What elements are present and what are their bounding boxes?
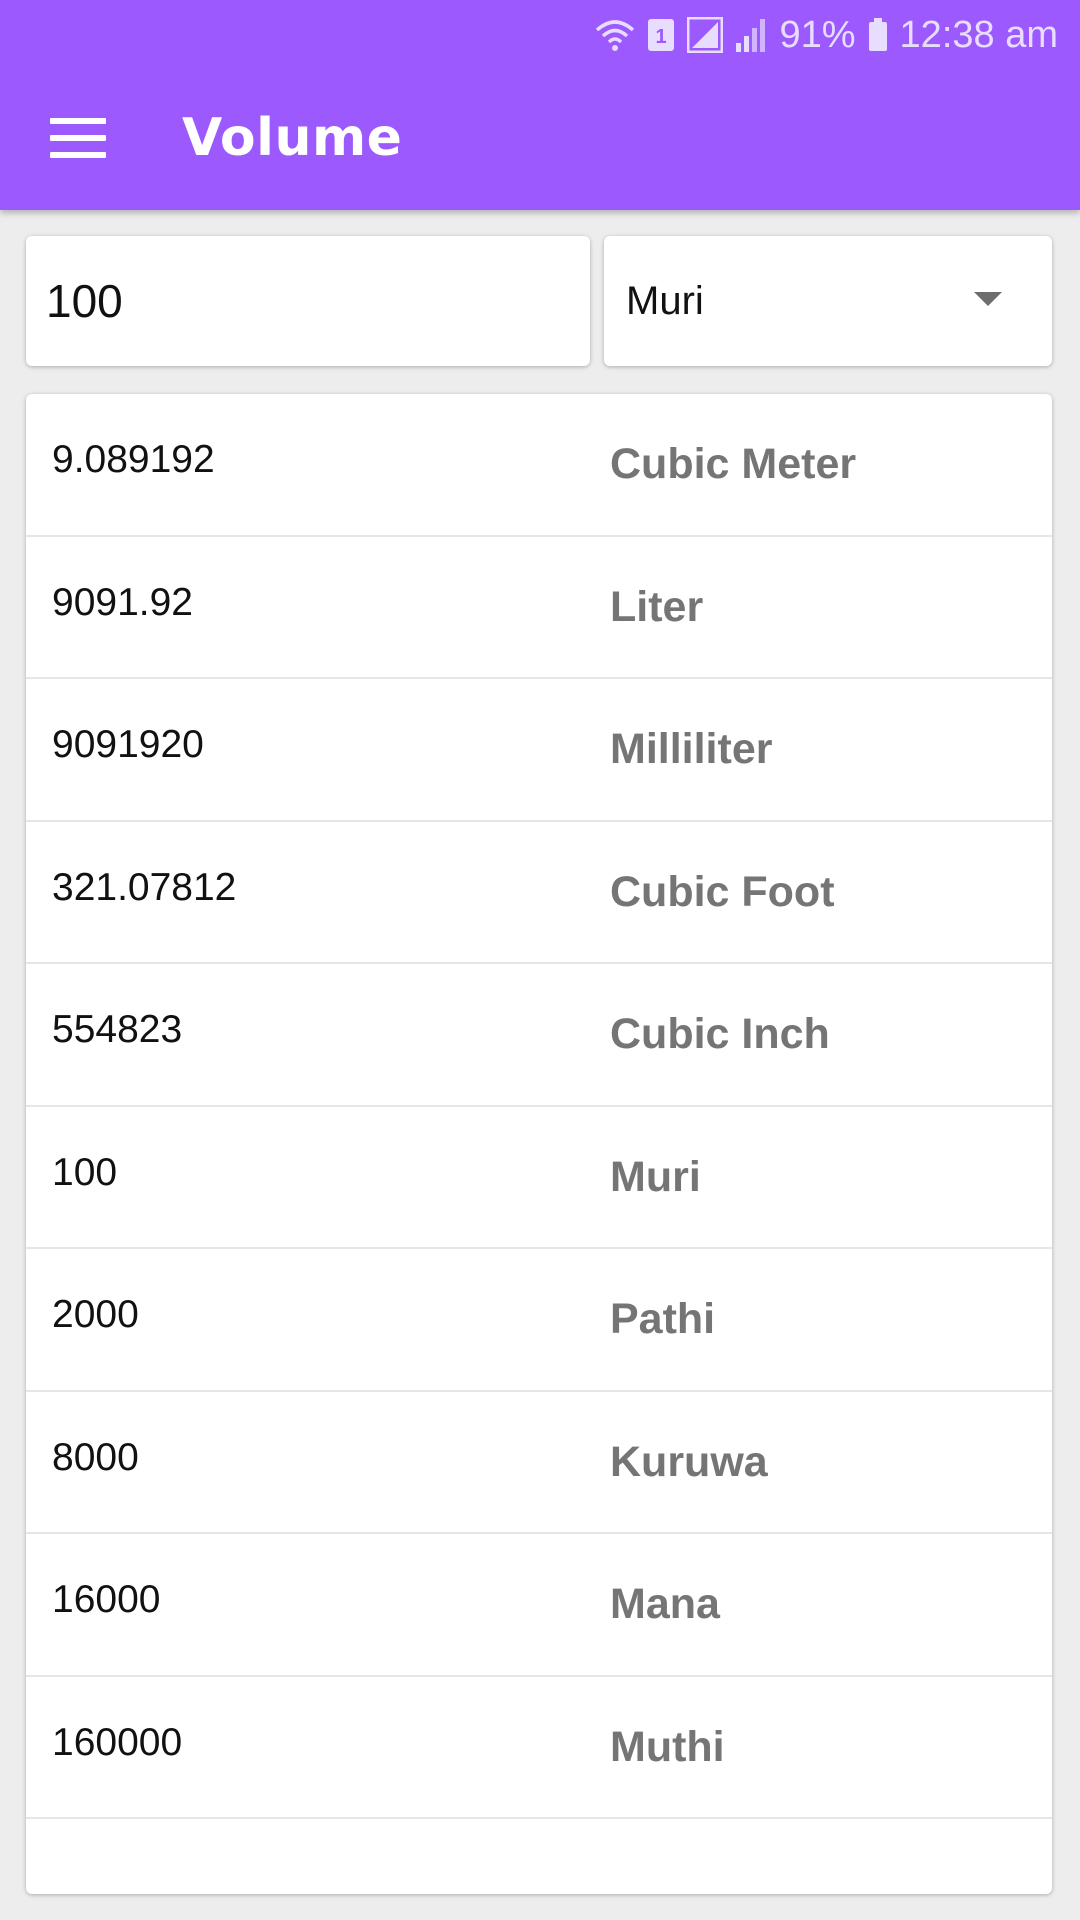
list-item: 554823 Cubic Inch [26,964,1052,1107]
page-title: Volume [182,108,403,168]
dropdown-arrow-icon [974,292,1002,306]
value-input[interactable] [26,236,590,366]
wifi-icon [595,18,635,52]
result-value: 8000 [52,1435,139,1479]
result-unit: Kuruwa [610,1437,768,1486]
result-value: 9091.92 [52,580,193,624]
app-bar: 1 91% 12:38 am Volu [0,0,1080,210]
unit-dropdown[interactable]: Muri [604,236,1052,366]
svg-text:1: 1 [656,26,667,48]
result-value: 9091920 [52,723,204,766]
unit-dropdown-value: Muri [626,278,704,323]
list-item: 160000 Muthi [26,1677,1052,1819]
clock: 12:38 am [899,13,1058,56]
result-unit: Cubic Meter [610,440,857,488]
list-item: 2000 Pathi [26,1249,1052,1392]
signal-strength-icon [687,17,724,53]
result-unit: Liter [610,582,704,631]
result-unit: Milliliter [610,725,773,773]
list-item: 8000 Kuruwa [26,1392,1052,1534]
result-value: 9.089192 [52,438,215,481]
battery-icon [868,18,888,52]
result-value: 554823 [52,1008,183,1051]
results-list: 9.089192 Cubic Meter 9091.92 Liter 90919… [26,394,1052,1894]
hamburger-menu-icon[interactable] [50,118,106,158]
result-unit: Mana [610,1580,720,1628]
list-item: 16000 Mana [26,1534,1052,1677]
status-bar: 1 91% 12:38 am [595,10,1058,60]
list-item: 9091.92 Liter [26,537,1052,679]
result-value: 100 [52,1150,118,1194]
list-item: 9.089192 Cubic Meter [26,394,1052,537]
result-value: 16000 [52,1578,161,1621]
result-unit: Muri [610,1152,701,1201]
result-unit: Muthi [610,1722,725,1771]
list-item: 9091920 Milliliter [26,679,1052,822]
list-item: 100 Muri [26,1107,1052,1249]
result-value: 321.07812 [52,865,237,909]
sim-1-icon: 1 [647,18,675,52]
value-input-card [26,236,590,366]
result-unit: Cubic Inch [610,1010,830,1058]
result-unit: Cubic Foot [610,867,835,916]
battery-percent: 91% [779,13,856,56]
list-item: 321.07812 Cubic Foot [26,822,1052,964]
signal-bars-icon [735,17,767,53]
result-unit: Pathi [610,1295,716,1343]
result-value: 2000 [52,1293,139,1336]
result-value: 160000 [52,1720,183,1764]
